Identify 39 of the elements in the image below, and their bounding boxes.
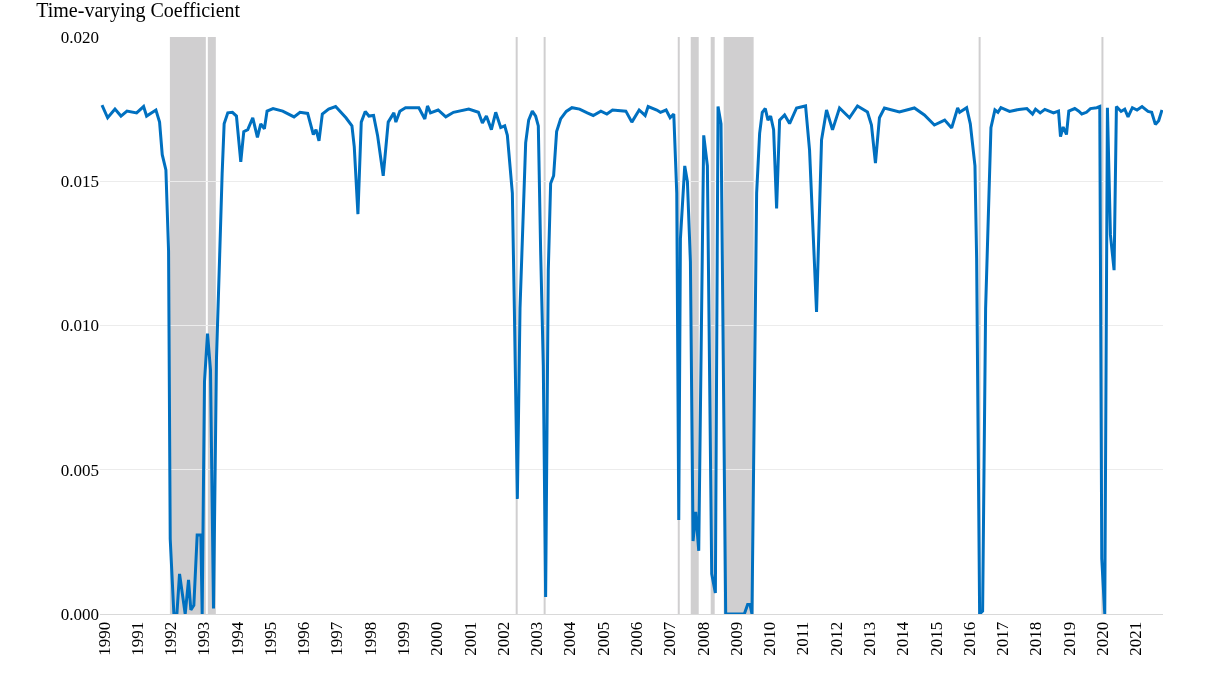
y-tick-label: 0.015	[60, 172, 99, 192]
y-tick-label: 0.020	[60, 27, 99, 47]
x-tick-label: 1995	[260, 621, 280, 656]
y-tick-label: 0.010	[60, 316, 99, 336]
x-tick-label: 1998	[360, 621, 380, 656]
x-tick-label: 2008	[693, 621, 713, 656]
x-tick-label: 2004	[560, 621, 580, 656]
x-tick-label: 2011	[793, 621, 813, 656]
x-tick-label: 1999	[394, 621, 414, 656]
x-tick-label: 2006	[627, 621, 647, 656]
line-series	[100, 103, 1163, 614]
x-tick-label: 1992	[161, 621, 181, 656]
x-tick-label: 2018	[1026, 621, 1046, 656]
x-tick-label: 2010	[760, 621, 780, 656]
x-tick-label: 2019	[1059, 621, 1079, 656]
x-tick-label: 1996	[294, 621, 314, 656]
x-tick-label: 1993	[194, 621, 214, 656]
x-tick-label: 1994	[227, 621, 247, 656]
x-tick-label: 2000	[427, 621, 447, 656]
x-tick-label: 2003	[527, 621, 547, 656]
x-tick-label: 2007	[660, 621, 680, 656]
chart-title: Time-varying Coefficient	[36, 0, 241, 23]
x-tick-label: 1991	[127, 621, 147, 656]
x-tick-label: 1990	[94, 621, 114, 656]
x-tick-label: 2017	[993, 621, 1013, 656]
x-tick-label: 2012	[826, 621, 846, 656]
x-tick-label: 2014	[893, 621, 913, 656]
x-tick-label: 2015	[926, 621, 946, 656]
x-tick-label: 2005	[593, 621, 613, 656]
x-tick-label: 2001	[460, 621, 480, 656]
x-tick-label: 2013	[859, 621, 879, 656]
x-tick-label: 2016	[959, 621, 979, 656]
x-tick-label: 2009	[726, 621, 746, 656]
x-tick-label: 2020	[1092, 621, 1112, 656]
x-tick-label: 1997	[327, 621, 347, 656]
x-tick-label: 2002	[493, 621, 513, 656]
y-tick-label: 0.005	[60, 460, 99, 480]
y-tick-label: 0.000	[60, 604, 99, 624]
x-tick-label: 2021	[1126, 621, 1146, 656]
